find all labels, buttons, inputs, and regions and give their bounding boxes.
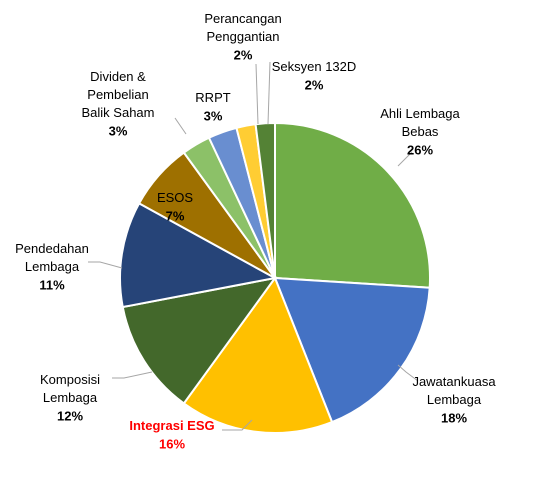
slice-value-label: 18% bbox=[441, 410, 467, 425]
slice-label: Jawatankuasa Lembaga bbox=[412, 374, 496, 407]
slice-label: Seksyen 132D bbox=[272, 59, 357, 74]
leader-line bbox=[112, 371, 153, 379]
slice-value-label: 2% bbox=[305, 77, 324, 92]
leader-line bbox=[222, 419, 253, 431]
slice-value-label: 7% bbox=[166, 208, 185, 223]
slice-label: ESOS bbox=[157, 190, 193, 205]
leader-line bbox=[174, 117, 187, 135]
pie-slice bbox=[254, 121, 276, 279]
slice-label: RRPT bbox=[195, 90, 230, 105]
slice-value-label: 26% bbox=[407, 142, 433, 157]
slice-value-label: 2% bbox=[234, 47, 253, 62]
slice-value-label: 3% bbox=[109, 123, 128, 138]
pie-slice bbox=[273, 276, 431, 424]
slice-value-label: 11% bbox=[39, 277, 65, 292]
slice-label: Perancangan Penggantian bbox=[204, 11, 281, 44]
slice-label: Ahli Lembaga Bebas bbox=[380, 106, 460, 139]
leader-lines bbox=[88, 61, 419, 431]
leader-line bbox=[267, 61, 271, 125]
pie-slice bbox=[121, 276, 278, 405]
pie-slice bbox=[119, 201, 278, 309]
leader-line bbox=[88, 261, 123, 269]
slice-label: Dividen & Pembelian Balik Saham bbox=[82, 69, 155, 120]
slice-label: Pendedahan Lembaga bbox=[15, 241, 89, 274]
slices bbox=[119, 121, 431, 434]
slice-value-label: 3% bbox=[204, 108, 223, 123]
slice-value-label: 12% bbox=[57, 408, 83, 423]
leader-line bbox=[397, 364, 419, 382]
leader-line bbox=[397, 151, 413, 167]
slice-label: Komposisi Lembaga bbox=[40, 372, 100, 405]
pie-slice bbox=[274, 121, 431, 289]
pie-slice bbox=[182, 275, 334, 434]
slice-value-label: 16% bbox=[159, 436, 185, 451]
leader-line bbox=[255, 63, 259, 125]
slice-label: Integrasi ESG bbox=[129, 418, 214, 433]
